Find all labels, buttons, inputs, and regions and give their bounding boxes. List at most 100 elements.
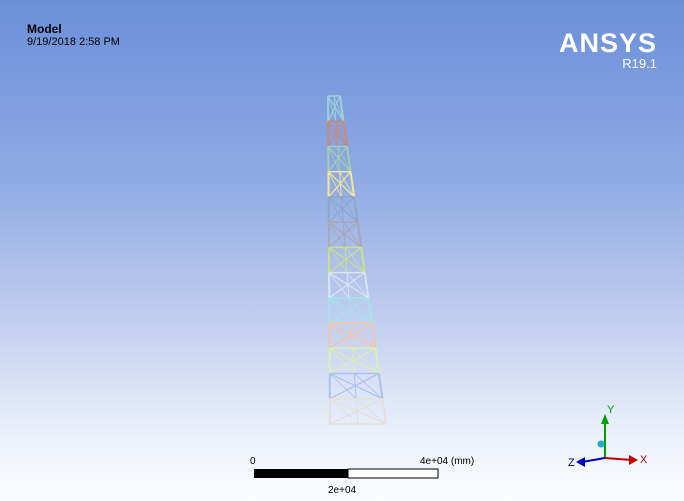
tower-brace xyxy=(328,221,346,248)
tower-brace xyxy=(350,322,376,349)
tower-inner-member xyxy=(350,323,353,349)
tower-brace xyxy=(339,171,355,198)
tower-brace xyxy=(346,272,369,299)
tower-brace xyxy=(344,247,366,273)
z-axis-label: Z xyxy=(568,457,575,469)
tower-brace xyxy=(328,247,348,273)
scale-zero-label: 0 xyxy=(250,456,256,467)
scale-bar: 0 4e+04 (mm) 2e+04 xyxy=(250,452,500,501)
tower-brace xyxy=(328,297,351,324)
y-axis-arrow xyxy=(601,414,609,424)
tower-brace xyxy=(348,297,373,324)
scale-mid-label: 2e+04 xyxy=(328,485,357,496)
tower-inner-member xyxy=(335,121,339,147)
tower-leg xyxy=(356,222,363,248)
tower-brace xyxy=(329,322,376,349)
brand-version: R19.1 xyxy=(622,56,657,71)
brand-name: ANSYS xyxy=(558,28,657,58)
tower-brace xyxy=(328,221,362,248)
tower-brace xyxy=(327,95,341,122)
tower-inner-member xyxy=(355,398,359,425)
triad-origin-icon xyxy=(597,440,605,448)
tower-brace xyxy=(328,272,369,299)
tower-inner-member xyxy=(344,247,348,273)
tower-brace xyxy=(333,95,344,122)
tower-leg xyxy=(370,322,377,349)
tower-inner-member xyxy=(340,196,344,223)
tower-leg xyxy=(363,272,370,298)
x-axis-arrow xyxy=(629,455,638,465)
tower-brace xyxy=(355,398,387,425)
tower-leg xyxy=(353,196,359,223)
tower-brace xyxy=(329,322,373,349)
tower-inner-member xyxy=(333,95,337,122)
tower-inner-member xyxy=(339,171,342,197)
tower-brace xyxy=(328,272,366,299)
tower-brace xyxy=(337,146,351,172)
tower-brace xyxy=(328,246,362,274)
tower-brace xyxy=(329,322,353,349)
x-axis-line xyxy=(604,457,633,461)
tower-leg xyxy=(374,348,380,374)
tower-brace xyxy=(354,373,383,400)
tower-brace xyxy=(329,398,387,425)
tower-leg xyxy=(360,247,366,273)
model-title: Model xyxy=(27,22,62,36)
tower-brace xyxy=(329,372,383,400)
tower-brace xyxy=(329,398,383,425)
tower-brace xyxy=(329,373,357,400)
tower-brace xyxy=(341,196,359,223)
tower-brace xyxy=(327,146,340,172)
tower-brace xyxy=(328,246,366,274)
tower-brace xyxy=(329,297,369,324)
tower-brace xyxy=(328,171,355,198)
tower-inner-member xyxy=(337,146,341,172)
tower-brace xyxy=(328,272,350,299)
tower-brace xyxy=(329,398,359,425)
tower-brace xyxy=(328,297,373,324)
model-timestamp: 9/19/2018 2:58 PM xyxy=(27,36,120,48)
y-axis-label: Y xyxy=(607,404,615,416)
tower-leg xyxy=(367,297,373,324)
z-axis-arrow xyxy=(576,457,585,467)
coordinate-triad[interactable]: Y X Z xyxy=(560,400,660,480)
tower-leg xyxy=(342,121,349,147)
z-axis-line xyxy=(581,457,606,463)
tower-brace xyxy=(328,221,359,248)
tower-brace xyxy=(352,348,380,374)
tower-inner-member xyxy=(342,222,346,248)
tower-brace xyxy=(328,171,342,198)
ansys-logo: ANSYS R19.1 xyxy=(559,30,657,71)
tower-brace xyxy=(327,120,345,147)
tower-brace xyxy=(327,121,339,147)
tower-inner-member xyxy=(351,348,355,374)
tower-brace xyxy=(328,196,344,223)
tower-brace xyxy=(327,95,345,122)
tower-brace xyxy=(335,121,348,147)
tower-brace xyxy=(329,373,380,400)
tower-inner-member xyxy=(346,272,350,298)
tower-leg xyxy=(349,171,356,198)
scale-max-label: 4e+04 (mm) xyxy=(420,456,475,467)
tower-inner-member xyxy=(353,373,357,399)
tower-brace xyxy=(328,196,359,223)
tower-brace xyxy=(327,146,352,173)
tower-brace xyxy=(327,120,348,147)
tower-leg xyxy=(339,95,345,122)
tower-brace xyxy=(328,196,355,223)
tower-inner-member xyxy=(348,297,352,324)
tower-leg xyxy=(377,373,384,399)
tower-brace xyxy=(328,171,352,198)
tower-brace xyxy=(329,348,355,374)
scale-bar-graphic xyxy=(254,468,439,479)
tower-brace xyxy=(327,146,348,173)
tower-leg xyxy=(346,146,352,172)
tower-leg xyxy=(381,398,387,425)
tower-brace xyxy=(329,347,380,375)
tower-brace xyxy=(329,347,376,375)
x-axis-label: X xyxy=(640,454,648,466)
tower-brace xyxy=(327,95,337,122)
tower-brace xyxy=(342,221,362,248)
